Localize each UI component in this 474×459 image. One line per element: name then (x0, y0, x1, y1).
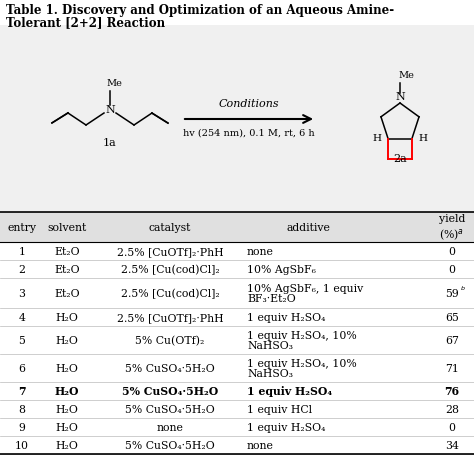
Text: 7: 7 (18, 386, 26, 397)
Text: hv (254 nm), 0.1 M, rt, 6 h: hv (254 nm), 0.1 M, rt, 6 h (183, 129, 315, 138)
Text: 10% AgSbF₆, 1 equiv: 10% AgSbF₆, 1 equiv (247, 283, 363, 293)
Text: catalyst: catalyst (149, 223, 191, 233)
Text: Table 1. Discovery and Optimization of an Aqueous Amine-: Table 1. Discovery and Optimization of a… (6, 4, 394, 17)
Text: Me: Me (398, 71, 414, 80)
Text: 59: 59 (445, 288, 459, 298)
Text: Et₂O: Et₂O (54, 264, 80, 274)
Text: 9: 9 (18, 422, 26, 432)
Text: N: N (395, 92, 405, 102)
Text: 28: 28 (445, 404, 459, 414)
Text: 67: 67 (445, 335, 459, 345)
Text: 5% CuSO₄·5H₂O: 5% CuSO₄·5H₂O (125, 363, 215, 373)
Text: 3: 3 (18, 288, 26, 298)
Text: 1 equiv H₂SO₄, 10%: 1 equiv H₂SO₄, 10% (247, 358, 357, 368)
Text: BF₃·Et₂O: BF₃·Et₂O (247, 294, 296, 303)
Text: 5% CuSO₄·5H₂O: 5% CuSO₄·5H₂O (122, 386, 218, 397)
Text: solvent: solvent (47, 223, 87, 233)
Text: $^b$: $^b$ (460, 285, 466, 294)
Text: Et₂O: Et₂O (54, 288, 80, 298)
Text: 2.5% [Cu(cod)Cl]₂: 2.5% [Cu(cod)Cl]₂ (120, 264, 219, 274)
Text: yield
(%)$^a$: yield (%)$^a$ (439, 214, 465, 241)
Bar (0, 213, 474, 242)
Text: 10: 10 (15, 440, 29, 450)
Text: 0: 0 (448, 264, 456, 274)
Text: additive: additive (286, 223, 330, 233)
Text: 2.5% [Cu(cod)Cl]₂: 2.5% [Cu(cod)Cl]₂ (120, 288, 219, 298)
Text: H₂O: H₂O (55, 363, 78, 373)
Text: 10% AgSbF₆: 10% AgSbF₆ (247, 264, 316, 274)
Text: H: H (419, 134, 428, 142)
Text: H₂O: H₂O (55, 312, 78, 322)
Text: 0: 0 (448, 422, 456, 432)
Text: 1 equiv H₂SO₄: 1 equiv H₂SO₄ (247, 422, 325, 432)
Text: 34: 34 (445, 440, 459, 450)
Text: 76: 76 (445, 386, 460, 397)
Text: 2a: 2a (393, 154, 407, 164)
Text: H₂O: H₂O (55, 335, 78, 345)
Text: H: H (372, 134, 381, 142)
Text: 1a: 1a (103, 138, 117, 148)
Text: 2.5% [CuOTf]₂·PhH: 2.5% [CuOTf]₂·PhH (117, 312, 223, 322)
Text: 1: 1 (18, 246, 26, 257)
Text: 0: 0 (448, 246, 456, 257)
Text: 5% CuSO₄·5H₂O: 5% CuSO₄·5H₂O (125, 440, 215, 450)
Text: H₂O: H₂O (55, 422, 78, 432)
Text: NaHSO₃: NaHSO₃ (247, 369, 293, 378)
Bar (0, 26, 474, 212)
Text: N: N (105, 105, 115, 115)
Text: 71: 71 (445, 363, 459, 373)
Text: H₂O: H₂O (55, 386, 79, 397)
Text: Conditions: Conditions (219, 99, 279, 109)
Text: Tolerant [2+2] Reaction: Tolerant [2+2] Reaction (6, 16, 165, 29)
Text: 1 equiv H₂SO₄, 10%: 1 equiv H₂SO₄, 10% (247, 330, 357, 340)
Text: 5% Cu(OTf)₂: 5% Cu(OTf)₂ (135, 335, 205, 346)
Text: 1 equiv H₂SO₄: 1 equiv H₂SO₄ (247, 312, 325, 322)
Text: 6: 6 (18, 363, 26, 373)
Text: 4: 4 (18, 312, 26, 322)
Text: 65: 65 (445, 312, 459, 322)
Text: 5: 5 (18, 335, 26, 345)
Text: NaHSO₃: NaHSO₃ (247, 341, 293, 351)
Text: Et₂O: Et₂O (54, 246, 80, 257)
Text: none: none (247, 246, 274, 257)
Text: 8: 8 (18, 404, 26, 414)
Text: none: none (156, 422, 183, 432)
Text: Me: Me (106, 79, 122, 88)
Text: 2: 2 (18, 264, 26, 274)
Text: 1 equiv HCl: 1 equiv HCl (247, 404, 312, 414)
Text: entry: entry (8, 223, 36, 233)
Text: 1 equiv H₂SO₄: 1 equiv H₂SO₄ (247, 386, 332, 397)
Text: H₂O: H₂O (55, 404, 78, 414)
Text: 2.5% [CuOTf]₂·PhH: 2.5% [CuOTf]₂·PhH (117, 246, 223, 257)
Text: none: none (247, 440, 274, 450)
Text: $^a$Isolated yield.  $^b$NMR yield.: $^a$Isolated yield. $^b$NMR yield. (6, 458, 137, 459)
Text: 5% CuSO₄·5H₂O: 5% CuSO₄·5H₂O (125, 404, 215, 414)
Text: H₂O: H₂O (55, 440, 78, 450)
